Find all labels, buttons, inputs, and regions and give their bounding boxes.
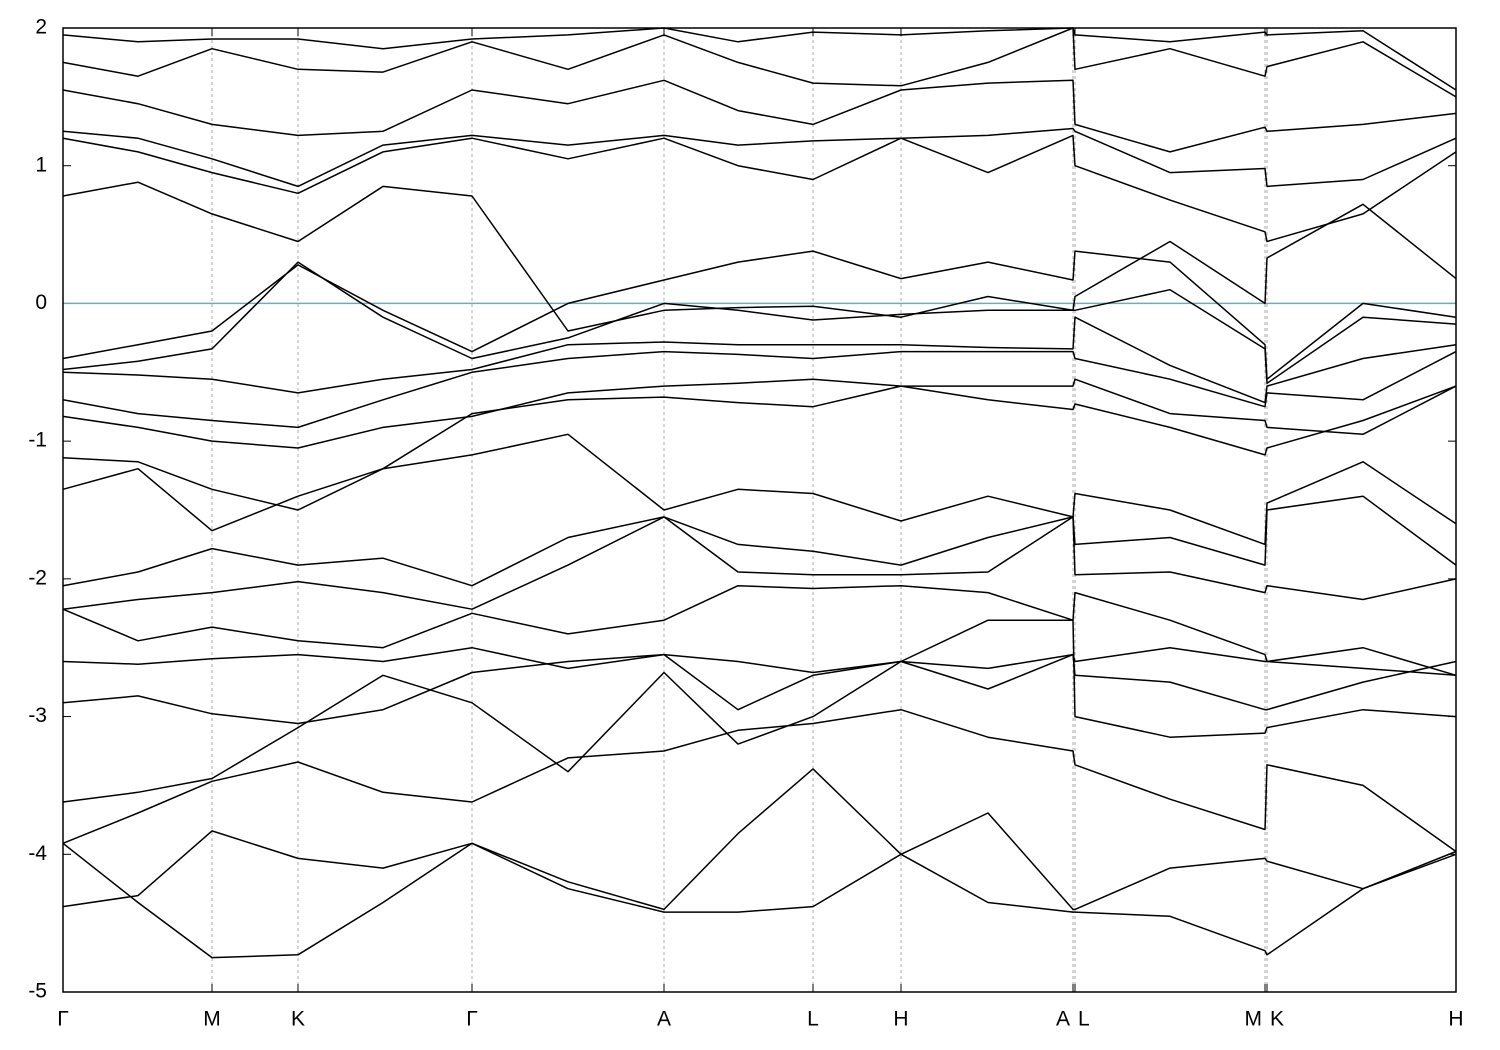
band-line — [62, 433, 1457, 546]
band-line — [62, 584, 1457, 677]
band-line — [62, 653, 1457, 725]
y-tick-label: -5 — [28, 980, 47, 1003]
band-line — [62, 181, 1457, 332]
y-tick-label: 2 — [35, 16, 47, 39]
band-line — [62, 134, 1457, 243]
y-tick-label: -1 — [28, 429, 47, 452]
band-line — [62, 495, 1457, 587]
band-line — [62, 79, 1457, 153]
band-line — [62, 708, 1457, 853]
band-line — [62, 350, 1457, 429]
band-line — [62, 619, 1457, 803]
x-tick-label: K — [291, 1008, 305, 1031]
band-line — [62, 27, 1457, 98]
y-tick-label: 0 — [35, 291, 47, 314]
x-tick-label: M — [203, 1008, 221, 1031]
band-line — [62, 516, 1457, 610]
y-tick-label: 1 — [35, 153, 47, 176]
y-tick-label: -2 — [28, 566, 47, 589]
x-tick-label: A — [1056, 1008, 1070, 1031]
band-line — [62, 27, 1457, 91]
x-tick-label: H — [1448, 1008, 1463, 1031]
band-line — [62, 646, 1457, 677]
band-line — [62, 768, 1457, 911]
band-line — [62, 250, 1457, 380]
x-tick-label: A — [657, 1008, 671, 1031]
plot-frame — [62, 27, 1457, 993]
x-tick-label: Γ — [57, 1008, 69, 1031]
x-tick-label: H — [893, 1008, 908, 1031]
x-tick-label: M — [1245, 1008, 1263, 1031]
band-line — [62, 261, 1457, 385]
band-line — [62, 385, 1457, 511]
x-tick-label: K — [1270, 1008, 1284, 1031]
y-tick-label: -3 — [28, 704, 47, 727]
band-line — [62, 842, 1457, 959]
y-tick-label: -4 — [28, 842, 47, 865]
band-line — [62, 378, 1457, 449]
x-tick-label: Γ — [466, 1008, 478, 1031]
band-line — [62, 316, 1457, 404]
band-line — [62, 127, 1457, 188]
x-tick-label: L — [1078, 1008, 1090, 1031]
x-tick-label: L — [807, 1008, 819, 1031]
